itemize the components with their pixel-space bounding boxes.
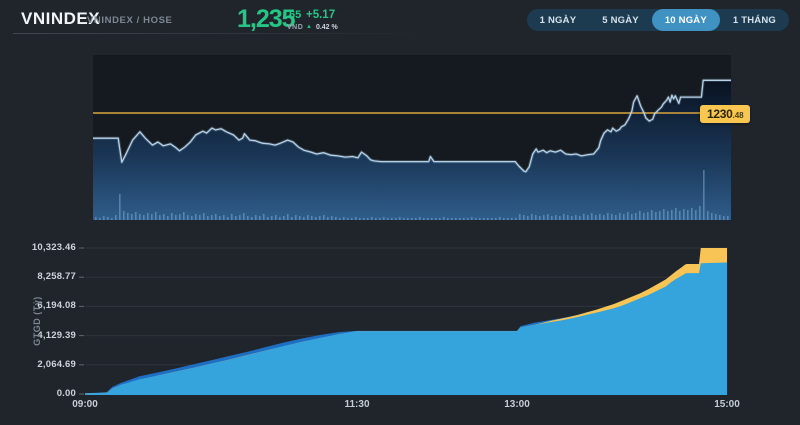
reference-price-int: 1230 bbox=[707, 107, 733, 121]
reference-price-dec: .48 bbox=[732, 111, 744, 120]
y-tick-label: 10,323.46 bbox=[31, 242, 76, 253]
range-button-5-ngày[interactable]: 5 NGÀY bbox=[589, 9, 652, 31]
range-selector[interactable]: 1 NGÀY 5 NGÀY 10 NGÀY 1 THÁNG bbox=[526, 9, 789, 31]
x-tick-label: 13:00 bbox=[504, 399, 530, 410]
y-axis-labels: 0.00 2,064.69 4,129.39 6,194.08 8,258.77 10,3… bbox=[0, 242, 76, 399]
change-row: ▲ 0.42 % bbox=[306, 24, 338, 31]
volume-bars bbox=[95, 170, 729, 220]
y-tick-label: 8,258.77 bbox=[37, 271, 76, 282]
page-subtitle: VNINDEX / HOSE bbox=[87, 15, 173, 26]
reference-price-badge: 1230.48 bbox=[700, 105, 750, 123]
x-axis-labels: 09:00 11:30 13:00 15:00 bbox=[72, 399, 740, 411]
currency-label: VND bbox=[287, 24, 304, 31]
range-button-1-ngày[interactable]: 1 NGÀY bbox=[527, 9, 590, 31]
y-tick-label: 2,064.69 bbox=[37, 359, 76, 370]
price-line bbox=[93, 79, 731, 173]
price-area bbox=[93, 80, 731, 220]
x-tick-label: 11:30 bbox=[344, 399, 370, 410]
x-tick-label: 09:00 bbox=[72, 399, 98, 410]
index-price: 1,235 bbox=[237, 5, 296, 33]
price-chart-panel[interactable] bbox=[93, 55, 731, 220]
y-tick-label: 0.00 bbox=[56, 388, 76, 399]
value-chart-panel[interactable] bbox=[79, 246, 727, 398]
header-divider bbox=[13, 33, 433, 34]
value-chart[interactable] bbox=[79, 246, 727, 398]
page-title: VNINDEX bbox=[21, 9, 101, 28]
change-percent: 0.42 % bbox=[315, 24, 338, 31]
x-tick-label: 15:00 bbox=[714, 399, 740, 410]
price-chart[interactable] bbox=[93, 55, 731, 220]
up-arrow-icon: ▲ bbox=[306, 24, 312, 30]
area-today-cumulative bbox=[85, 262, 727, 395]
y-tick-label: 6,194.08 bbox=[37, 300, 76, 311]
index-price-decimals: .65 bbox=[286, 9, 302, 21]
range-button-10-ngày[interactable]: 10 NGÀY bbox=[651, 9, 720, 31]
change-value: +5.17 bbox=[306, 9, 336, 21]
range-button-1-tháng[interactable]: 1 THÁNG bbox=[720, 9, 789, 31]
y-axis-title: GTGD (Tỷ) bbox=[32, 296, 42, 346]
y-tick-label: 4,129.39 bbox=[37, 330, 76, 341]
